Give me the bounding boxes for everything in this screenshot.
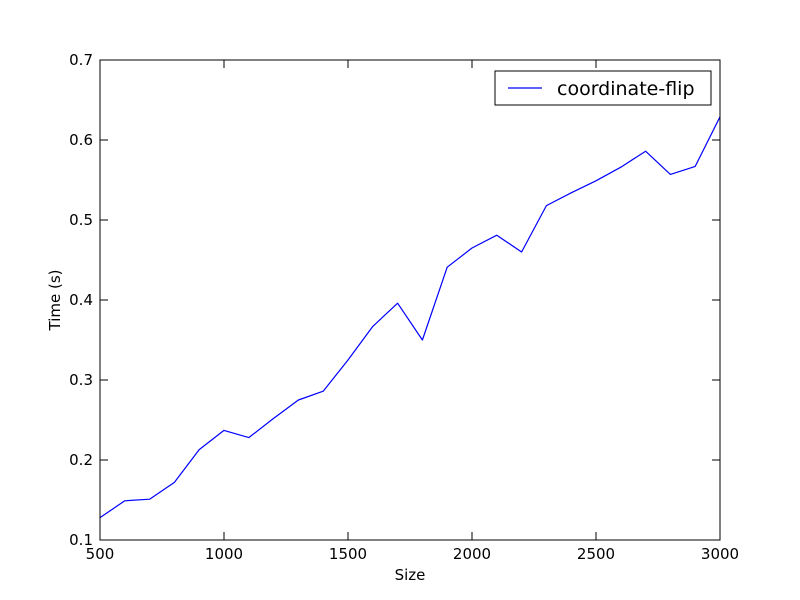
y-tick-label: 0.2 <box>69 451 93 469</box>
x-tick-label: 1000 <box>205 545 243 563</box>
tick-labels-layer: 500 1000 1500 2000 2500 3000 0.1 0.2 0.3 0.4 0.5 0.… <box>69 51 739 563</box>
x-tick-label: 3000 <box>701 545 739 563</box>
x-tick-label: 1500 <box>329 545 367 563</box>
x-tick-label: 2000 <box>453 545 491 563</box>
x-tick-label: 500 <box>86 545 115 563</box>
series-layer <box>99 116 721 519</box>
y-tick-label: 0.5 <box>69 211 93 229</box>
x-axis-label: Size <box>395 566 426 584</box>
y-tick-label: 0.3 <box>69 371 93 389</box>
legend: coordinate-flip <box>494 70 712 106</box>
legend-series-label: coordinate-flip <box>557 78 695 100</box>
x-tick-label: 2500 <box>577 545 615 563</box>
series-line-coordinate-flip <box>99 116 721 519</box>
y-tick-label: 0.6 <box>69 131 93 149</box>
y-tick-label: 0.7 <box>69 51 93 69</box>
plot-frame <box>99 59 721 541</box>
ticks-layer <box>99 59 721 541</box>
y-tick-label: 0.1 <box>69 531 93 549</box>
y-tick-label: 0.4 <box>69 291 93 309</box>
y-axis-label: Time (s) <box>46 270 64 332</box>
